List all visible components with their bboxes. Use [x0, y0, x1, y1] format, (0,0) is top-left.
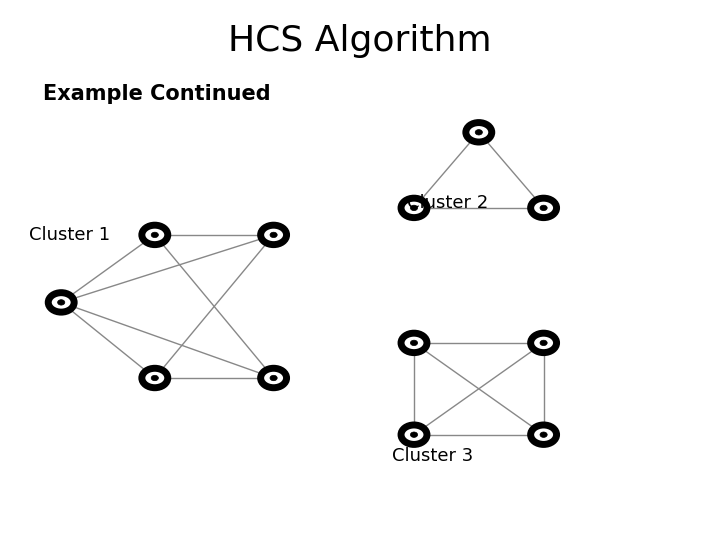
Text: Cluster 3: Cluster 3 — [392, 447, 474, 465]
Circle shape — [410, 205, 418, 211]
Circle shape — [142, 225, 168, 245]
Circle shape — [540, 432, 547, 437]
Text: Cluster 2: Cluster 2 — [407, 193, 488, 212]
Circle shape — [531, 425, 557, 444]
Text: HCS Algorithm: HCS Algorithm — [228, 24, 492, 57]
Circle shape — [410, 340, 418, 346]
Circle shape — [401, 198, 427, 218]
Circle shape — [261, 368, 287, 388]
Circle shape — [270, 375, 277, 381]
Circle shape — [401, 425, 427, 444]
Text: Example Continued: Example Continued — [43, 84, 271, 105]
Circle shape — [261, 225, 287, 245]
Circle shape — [151, 232, 158, 238]
Circle shape — [48, 293, 74, 312]
Text: Cluster 1: Cluster 1 — [29, 226, 110, 244]
Circle shape — [531, 333, 557, 353]
Circle shape — [466, 123, 492, 142]
Circle shape — [540, 340, 547, 346]
Circle shape — [410, 432, 418, 437]
Circle shape — [151, 375, 158, 381]
Circle shape — [531, 198, 557, 218]
Circle shape — [58, 300, 65, 305]
Circle shape — [270, 232, 277, 238]
Circle shape — [475, 130, 482, 135]
Circle shape — [401, 333, 427, 353]
Circle shape — [142, 368, 168, 388]
Circle shape — [540, 205, 547, 211]
